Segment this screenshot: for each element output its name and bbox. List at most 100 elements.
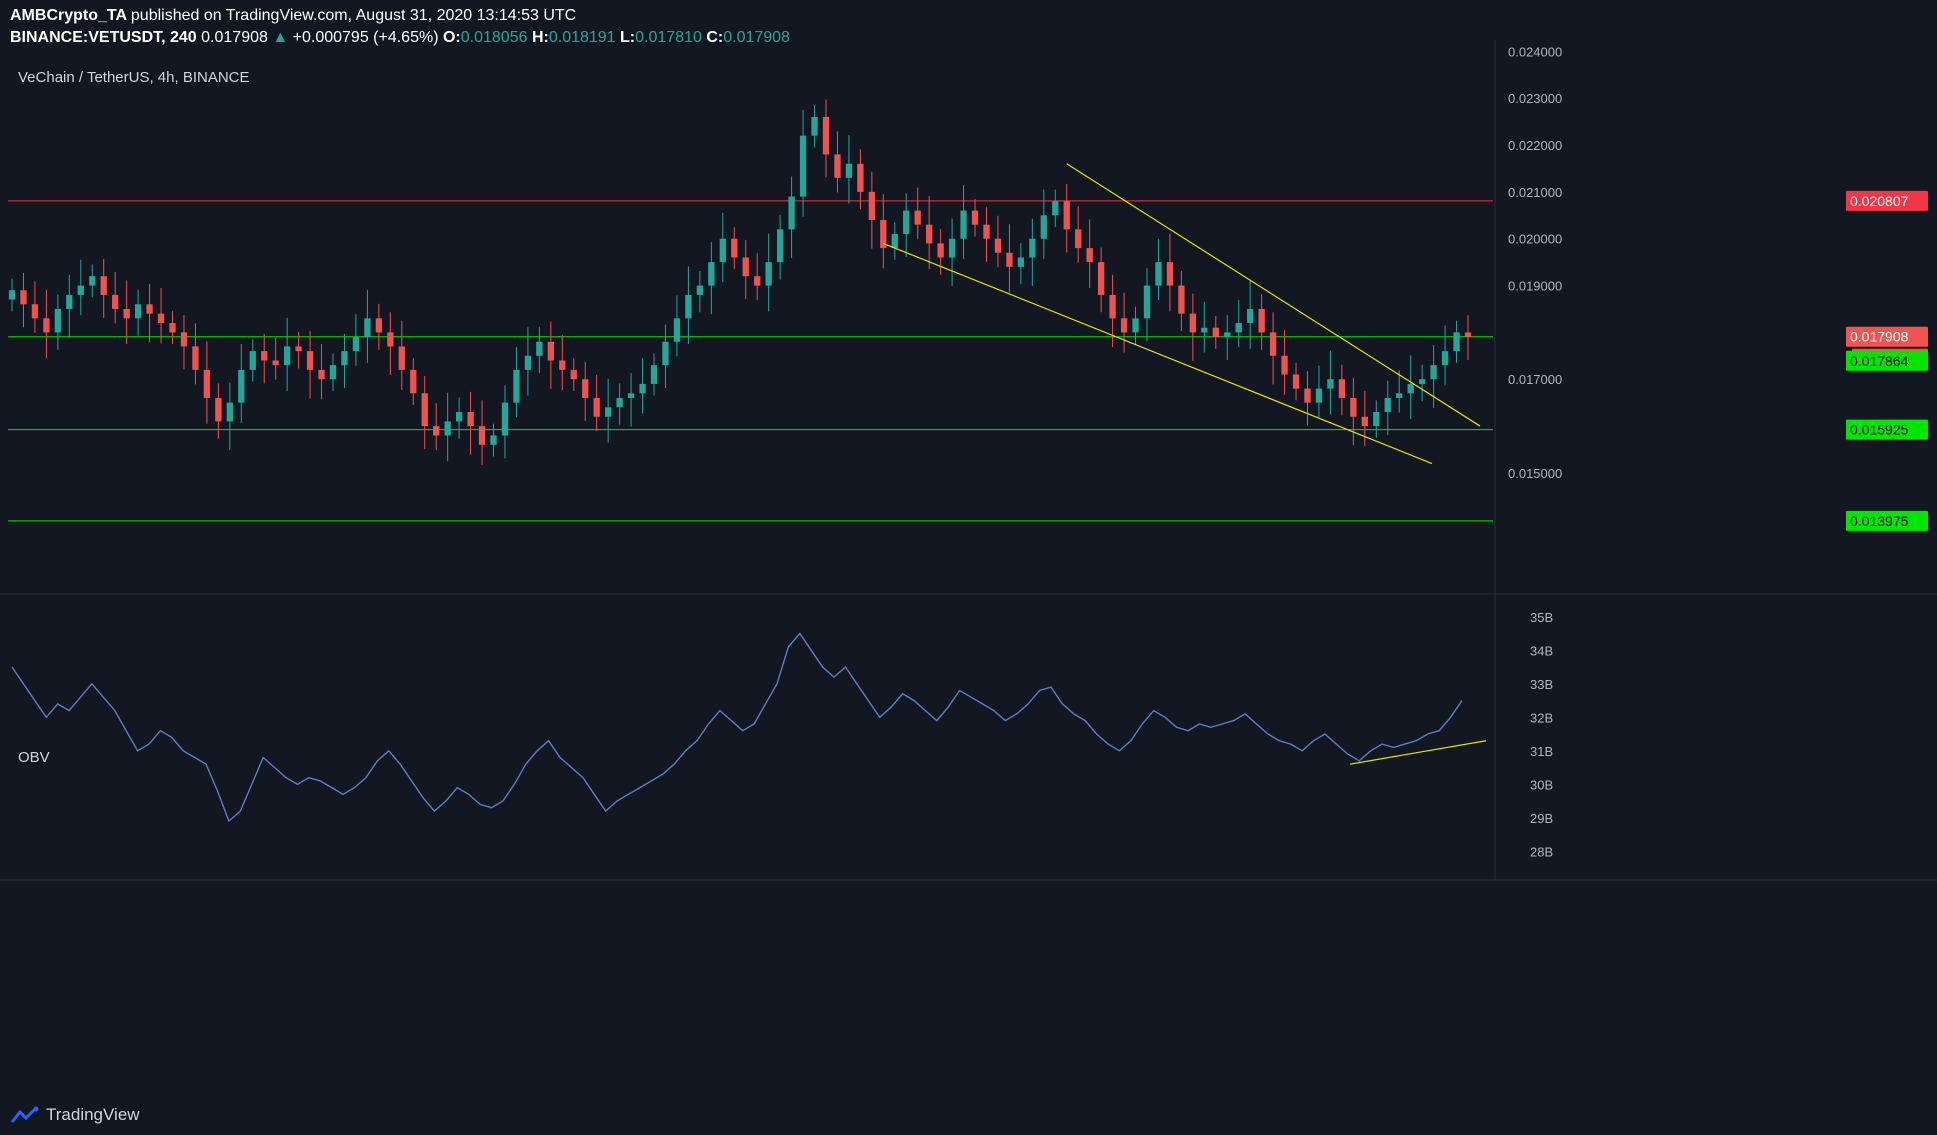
high-label: H:: [531, 29, 549, 46]
price-axis-tick-label: 0.017000: [1508, 372, 1562, 387]
candle-body: [1097, 262, 1105, 295]
candle-body: [1132, 318, 1139, 333]
obv-axis-tick-label: 35B: [1530, 610, 1553, 625]
candle-body: [731, 238, 738, 258]
price-axis-tick-label: 0.021000: [1508, 185, 1562, 200]
candle-body: [1361, 416, 1368, 427]
candle-body: [1292, 374, 1300, 389]
candle-body: [547, 341, 554, 361]
open-value: 0.018056: [460, 29, 528, 46]
candle-body: [685, 294, 692, 319]
open-label: O:: [442, 29, 461, 46]
candle-body: [834, 154, 841, 178]
candle-body: [593, 397, 600, 417]
level-price-label: 0.020807: [1850, 193, 1909, 209]
candle-body: [1029, 238, 1036, 258]
candle-body: [501, 402, 509, 436]
close-value: 0.017908: [723, 29, 790, 46]
candle-body: [123, 308, 130, 319]
candle-body: [1373, 412, 1380, 427]
candle-body: [582, 379, 589, 398]
candle-body: [238, 369, 245, 403]
candle-body: [1407, 383, 1414, 394]
obv-axis-tick-label: 32B: [1530, 710, 1553, 725]
candle-body: [444, 421, 451, 436]
candle-body: [857, 163, 864, 192]
candle-body: [1120, 318, 1128, 333]
candle-body: [272, 360, 279, 366]
candle-body: [1109, 294, 1116, 319]
candle-body: [398, 346, 405, 370]
obv-axis-tick-label: 33B: [1530, 677, 1553, 692]
price-change: +0.000795 (+4.65%): [292, 29, 439, 46]
candle-body: [811, 116, 818, 136]
tradingview-logo-icon: [10, 1106, 39, 1123]
publisher-name[interactable]: AMBCrypto_TA: [10, 7, 127, 24]
price-tag-badge: [1846, 326, 1928, 347]
candle-body: [1338, 379, 1346, 398]
candle-body: [77, 285, 84, 295]
candle-body: [421, 393, 428, 427]
symbol-label[interactable]: BINANCE:VETUSDT, 240: [10, 29, 197, 46]
candle-body: [249, 351, 256, 370]
candle-body: [937, 243, 944, 258]
high-value: 0.018191: [548, 29, 616, 46]
candle-body: [1258, 308, 1265, 333]
level-price-badge: [1846, 419, 1928, 440]
candle-body: [1201, 327, 1208, 333]
candle-body: [650, 365, 658, 384]
candle-body: [799, 135, 807, 197]
candle-body: [261, 351, 268, 361]
candle-body: [1304, 388, 1311, 403]
candle-body: [983, 224, 990, 239]
candle-body: [375, 318, 383, 333]
candle-body: [283, 346, 291, 366]
candle-body: [696, 285, 704, 295]
candle-body: [559, 360, 566, 370]
candle-body: [536, 341, 543, 356]
wedge-upper-trendline: [1066, 163, 1481, 427]
candle-body: [169, 323, 176, 333]
candle-body: [1247, 308, 1254, 324]
wedge-lower-trendline: [883, 242, 1433, 465]
candle-body: [1086, 248, 1093, 263]
candle-body: [662, 341, 669, 366]
candle-body: [673, 318, 681, 342]
candle-body: [1155, 262, 1162, 286]
close-label: C:: [706, 29, 724, 46]
candle-body: [455, 412, 463, 422]
candle-body: [1281, 355, 1288, 375]
candle-body: [1189, 313, 1197, 333]
price-tag-label: 0.017908: [1850, 329, 1909, 345]
candle-body: [1052, 201, 1059, 216]
candle-body: [433, 426, 440, 436]
candle-body: [570, 369, 577, 380]
candle-body: [891, 234, 898, 249]
candle-body: [1075, 229, 1082, 249]
obv-axis-tick-label: 29B: [1530, 811, 1553, 826]
candle-body: [914, 210, 921, 225]
level-price-badge: [1846, 510, 1928, 531]
candle-body: [203, 369, 211, 398]
tradingview-brand: TradingView: [46, 1105, 140, 1124]
candle-body: [1006, 252, 1013, 267]
price-axis-tick-label: 0.023000: [1508, 91, 1562, 106]
tradingview-logo[interactable]: TradingView: [10, 1105, 140, 1125]
candle-body: [318, 369, 325, 380]
candle-body: [20, 290, 27, 305]
level-price-label: 0.015925: [1850, 422, 1909, 438]
candle-body: [146, 304, 153, 314]
candle-body: [639, 383, 646, 394]
candle-body: [306, 351, 314, 370]
candle-body: [1143, 285, 1151, 319]
candle-body: [295, 346, 302, 352]
candle-body: [765, 262, 772, 286]
candle-body: [627, 393, 635, 398]
published-text: published on TradingView.com, August 31,…: [130, 7, 577, 24]
price-axis-tick-label: 0.019000: [1508, 279, 1562, 294]
low-label: L:: [620, 29, 636, 46]
candle-body: [880, 219, 887, 249]
candle-body: [605, 407, 612, 417]
candle-body: [1212, 327, 1219, 338]
